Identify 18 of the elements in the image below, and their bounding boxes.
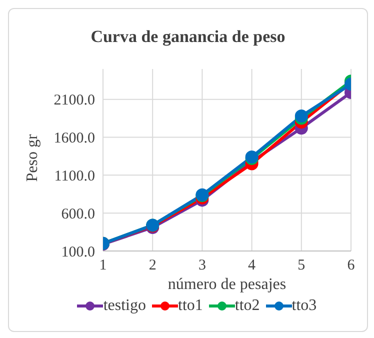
- x-tick-label: 1: [99, 258, 107, 274]
- y-tick-label: 2100.0: [54, 92, 95, 109]
- y-tick-label: 1600.0: [54, 130, 95, 147]
- legend-label: tto2: [234, 297, 260, 315]
- y-tick-label: 100.0: [61, 244, 95, 260]
- chart-title: Curva de ganancia de peso: [90, 27, 286, 47]
- y-tick-label: 600.0: [61, 206, 95, 222]
- legend-label: tto3: [290, 297, 317, 315]
- x-tick-label: 2: [148, 258, 156, 274]
- x-tick-label: 4: [248, 258, 256, 274]
- x-tick-label: 5: [298, 258, 306, 274]
- y-axis-title: Peso gr: [24, 133, 42, 184]
- y-tick-label: 1100.0: [54, 168, 95, 184]
- legend-label: testigo: [102, 297, 146, 315]
- x-tick-label: 6: [347, 258, 356, 274]
- legend-label: tto1: [177, 297, 203, 315]
- x-axis-title: número de pesajes: [168, 276, 286, 293]
- x-tick-label: 3: [198, 258, 206, 274]
